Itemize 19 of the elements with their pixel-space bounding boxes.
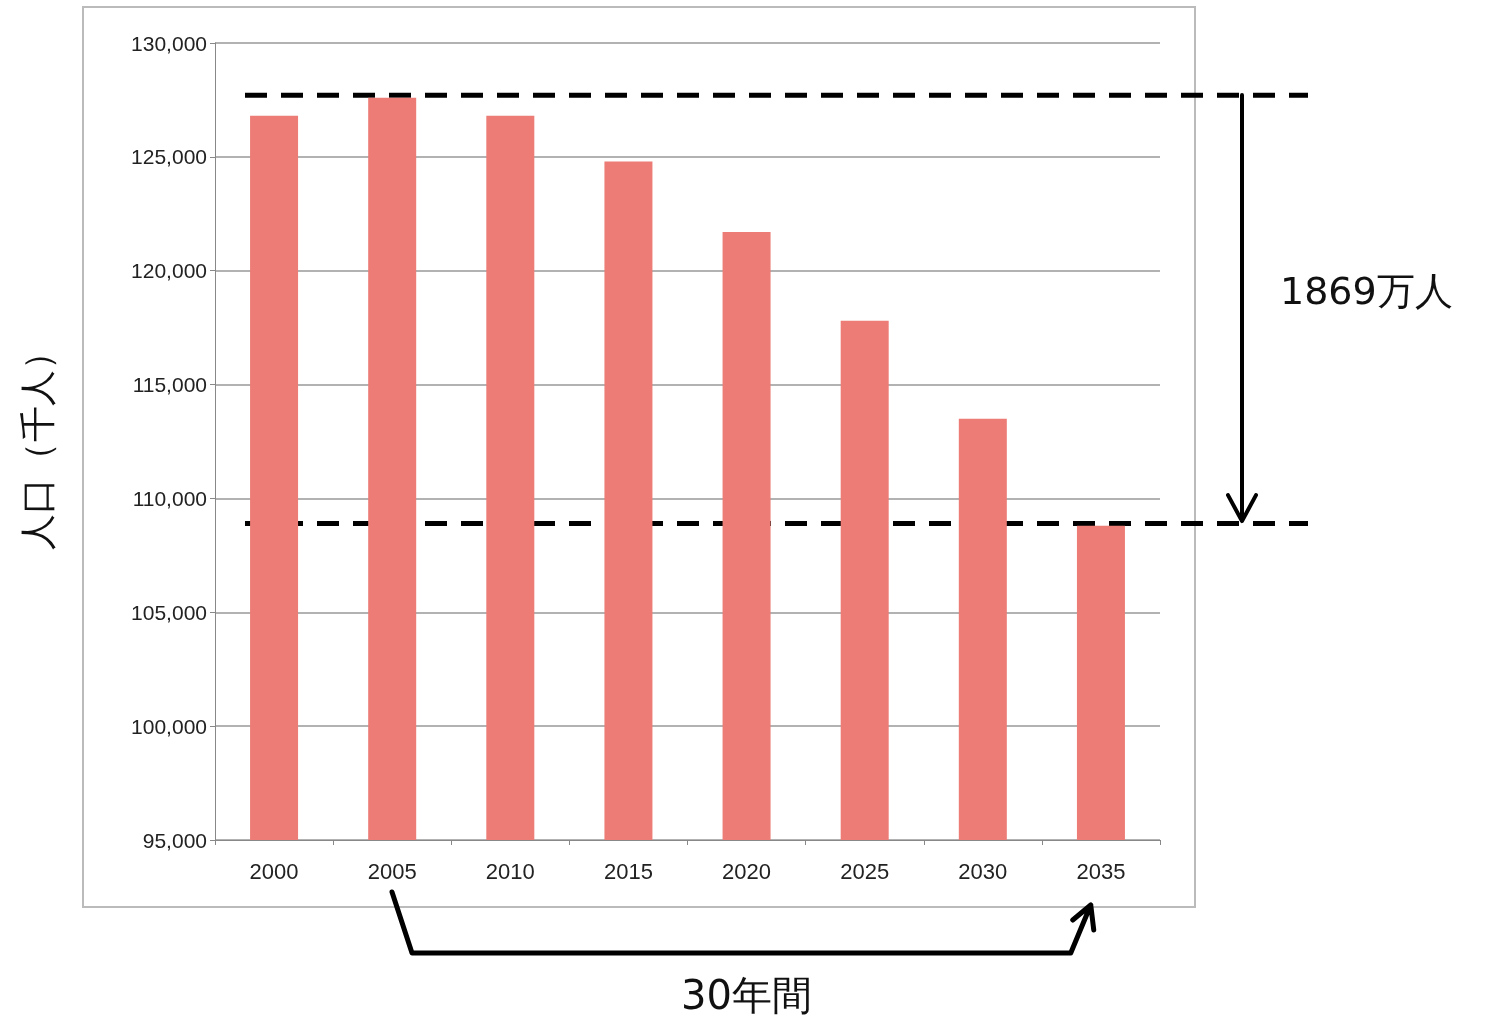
y-tick-label: 130,000 xyxy=(131,31,207,55)
y-tick-label: 105,000 xyxy=(131,600,207,624)
text: 30年間 xyxy=(681,972,813,1018)
y-tick-label: 115,000 xyxy=(132,373,207,397)
text: 1869万人 xyxy=(1280,269,1453,314)
y-tick-label: 125,000 xyxy=(131,145,207,169)
y-tick-label: 110,000 xyxy=(132,486,207,510)
x-tick-label: 2025 xyxy=(840,858,890,884)
x-tick-label: 2005 xyxy=(367,858,417,884)
x-tick-label: 2020 xyxy=(722,858,772,884)
x-tick-label: 2000 xyxy=(249,858,299,884)
y-tick-label: 120,000 xyxy=(131,259,207,283)
x-tick-label: 2030 xyxy=(958,858,1008,884)
y-tick-label: 100,000 xyxy=(131,714,207,738)
x-tick-label: 2035 xyxy=(1076,858,1126,884)
y-axis-title: 人口（千人） xyxy=(16,333,58,550)
x-tick-label: 2010 xyxy=(485,858,535,884)
y-tick-label: 95,000 xyxy=(142,828,207,852)
x-tick-label: 2015 xyxy=(603,858,653,884)
